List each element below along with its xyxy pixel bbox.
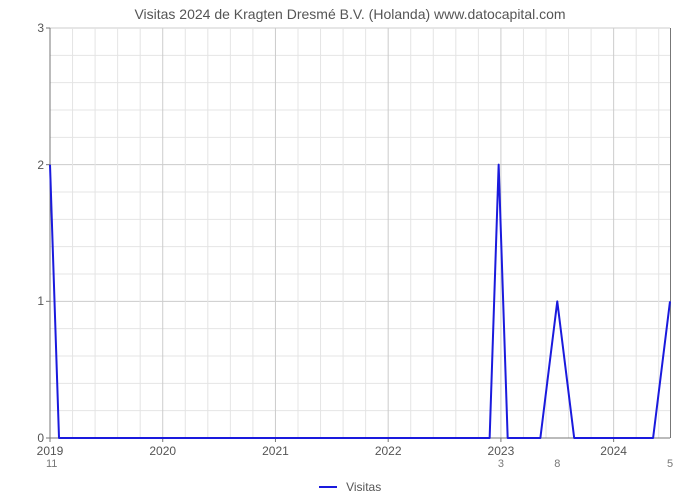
x-sub-label: 11: [46, 458, 57, 470]
y-tick-label: 3: [37, 21, 44, 35]
x-tick-label: 2019: [37, 444, 64, 458]
y-tick-label: 0: [37, 431, 44, 445]
x-sub-label: 8: [554, 458, 560, 470]
chart-svg: [50, 28, 670, 438]
x-tick-label: 2023: [488, 444, 515, 458]
y-tick-label: 2: [37, 158, 44, 172]
x-tick-label: 2020: [149, 444, 176, 458]
x-sub-label: 5: [667, 458, 673, 470]
plot-area: 0123 201920202021202220232024 11385: [50, 28, 671, 438]
legend-label: Visitas: [346, 480, 381, 494]
x-tick-label: 2024: [600, 444, 627, 458]
chart-title: Visitas 2024 de Kragten Dresmé B.V. (Hol…: [0, 6, 700, 22]
x-tick-label: 2021: [262, 444, 289, 458]
legend-swatch: [319, 486, 337, 488]
chart-container: Visitas 2024 de Kragten Dresmé B.V. (Hol…: [0, 0, 700, 500]
y-tick-label: 1: [37, 294, 44, 308]
x-sub-label: 3: [498, 458, 504, 470]
x-tick-label: 2022: [375, 444, 402, 458]
legend: Visitas: [0, 479, 700, 494]
